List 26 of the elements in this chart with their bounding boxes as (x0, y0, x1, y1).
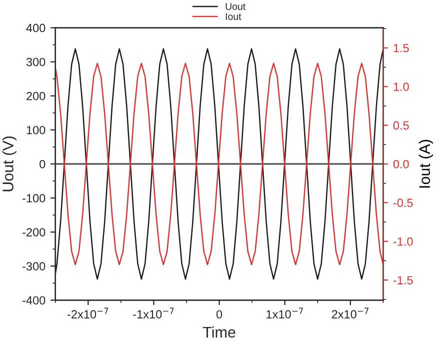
y-tick-label: 300 (26, 58, 46, 66)
y-tick-label: 400 (26, 24, 46, 32)
y-tick-label: -200 (22, 228, 46, 236)
y2-tick-label: -0.5 (393, 198, 413, 208)
y-axis-title: Uout (V) (2, 136, 16, 192)
y2-tick-label: 1.0 (394, 82, 409, 91)
y2-tick-label: 0.5 (393, 121, 409, 130)
y2-tick-label: -1.5 (393, 276, 413, 284)
y2-tick-label: 1.5 (394, 44, 409, 52)
y2-tick-label: -1.0 (393, 237, 413, 246)
legend-label: Uout (226, 3, 246, 10)
y-tick-label: -400 (22, 296, 46, 305)
legend-label: Iout (226, 13, 242, 20)
y-tick-label: -300 (22, 262, 46, 270)
y-tick-label: -100 (22, 194, 46, 202)
x-tick-label: 1x10$^{−7}$ (266, 308, 303, 318)
x-tick-label: -1x10$^{−7}$ (133, 308, 174, 318)
x-tick-label: 0 (216, 310, 222, 319)
x-tick-label: -2x10$^{−7}$ (68, 308, 108, 318)
y-tick-label: 100 (26, 126, 46, 134)
y-tick-label: 0 (40, 160, 46, 168)
y2-tick-label: 0.0 (393, 160, 409, 168)
x-tick-label: 2x10$^{−7}$ (332, 308, 368, 318)
x-axis-title: Time (202, 326, 236, 338)
y2-axis-title: Iout (A) (418, 140, 434, 188)
y-tick-label: 200 (26, 92, 46, 100)
